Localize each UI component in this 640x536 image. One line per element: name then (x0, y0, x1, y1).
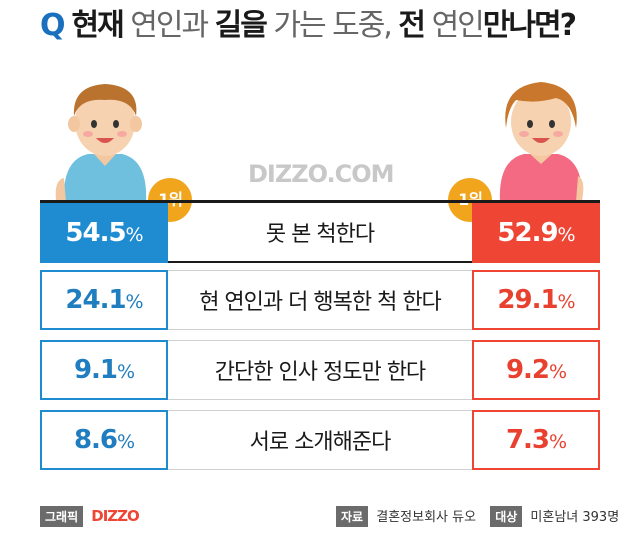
survey-row-top: 54.5% 못 본 척한다 52.9% (40, 203, 600, 263)
percent-unit: % (557, 291, 576, 313)
title-segment: 만나면? (482, 8, 577, 43)
header-divider (40, 200, 600, 203)
percent-unit: % (557, 224, 576, 246)
brand-watermark: DIZZO.COM (248, 160, 395, 188)
answer-label: 서로 소개해준다 (168, 410, 472, 470)
source-credit: 자료 결혼정보회사 듀오 대상 미혼남녀 393명 (336, 506, 619, 527)
title-segment: 길을 (214, 8, 268, 43)
female-value: 9.2 (505, 355, 550, 385)
page-title: Q 현재 연인과 길을 가는 도중, 전 연인만나면? (40, 2, 620, 50)
percent-unit: % (549, 431, 567, 453)
percent-unit: % (125, 291, 144, 313)
question-mark-label: Q (40, 8, 65, 43)
male-figure-icon (50, 80, 160, 202)
title-segment: 전 (398, 8, 426, 43)
male-value: 24.1 (65, 285, 126, 315)
survey-row: 9.1% 간단한 인사 정도만 한다 9.2% (40, 340, 600, 400)
survey-row: 8.6% 서로 소개해준다 7.3% (40, 410, 600, 470)
title-segment: 가는 도중, (273, 8, 392, 43)
title-segment: 연인과 (130, 8, 209, 43)
female-value-cell: 29.1% (472, 270, 600, 330)
survey-row: 24.1% 현 연인과 더 행복한 척 한다 29.1% (40, 270, 600, 330)
female-value: 29.1 (497, 285, 558, 315)
source-tag: 자료 (336, 506, 369, 527)
answer-label: 간단한 인사 정도만 한다 (168, 340, 472, 400)
female-value-cell: 9.2% (472, 340, 600, 400)
male-value: 9.1 (73, 355, 118, 385)
male-value-cell: 24.1% (40, 270, 168, 330)
male-value: 8.6 (73, 425, 118, 455)
percent-unit: % (125, 224, 144, 246)
graphic-logo: DIZZO (91, 507, 140, 525)
source-value: 결혼정보회사 듀오 (376, 510, 477, 525)
target-tag: 대상 (490, 506, 523, 527)
male-value: 54.5 (65, 218, 126, 248)
title-segment: 현재 (71, 8, 125, 43)
answer-label: 못 본 척한다 (168, 203, 472, 263)
female-value-cell: 52.9% (472, 203, 600, 263)
percent-unit: % (117, 431, 135, 453)
female-value: 52.9 (497, 218, 558, 248)
female-value-cell: 7.3% (472, 410, 600, 470)
target-value: 미혼남녀 393명 (530, 510, 620, 525)
female-figure-icon (486, 78, 596, 202)
male-value-cell: 9.1% (40, 340, 168, 400)
percent-unit: % (117, 361, 135, 383)
graphic-tag: 그래픽 (40, 506, 84, 527)
male-value-cell: 54.5% (40, 203, 168, 263)
percent-unit: % (549, 361, 567, 383)
male-value-cell: 8.6% (40, 410, 168, 470)
answer-label: 현 연인과 더 행복한 척 한다 (168, 270, 472, 330)
graphic-credit: 그래픽 DIZZO (40, 506, 140, 527)
title-segment: 연인 (431, 8, 485, 43)
female-value: 7.3 (505, 425, 550, 455)
